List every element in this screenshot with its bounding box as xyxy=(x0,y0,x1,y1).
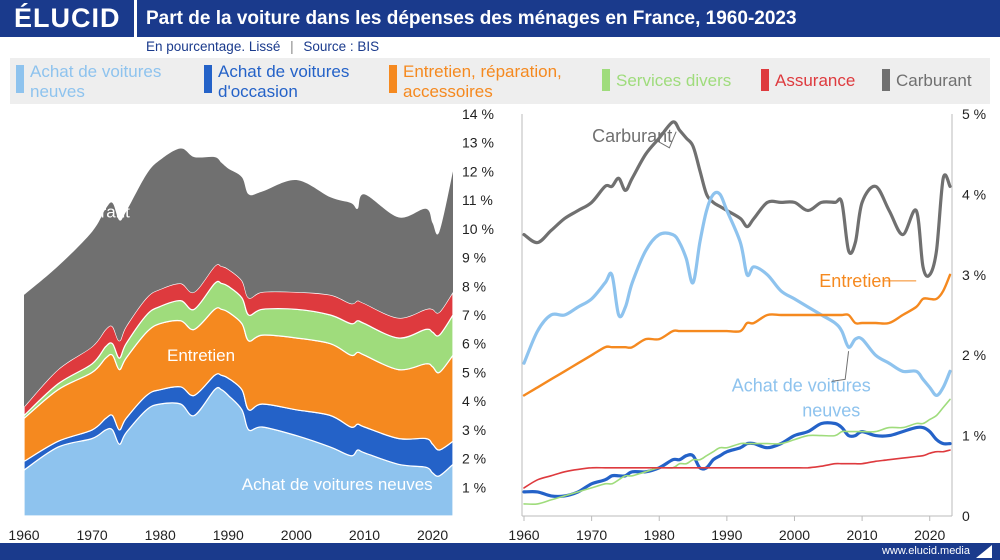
area-carburant xyxy=(24,148,453,407)
legend-item-voitures-neuves: Achat de voitures neuves xyxy=(16,62,161,102)
legend-swatch xyxy=(882,69,890,91)
subtitle-units: En pourcentage. Lissé xyxy=(146,39,281,54)
subtitle-source: Source : BIS xyxy=(303,39,380,54)
area-series-group xyxy=(23,148,454,517)
x-tick-label: 2020 xyxy=(417,527,448,543)
x-tick-label: 1980 xyxy=(145,527,176,543)
area-label: Carburant xyxy=(54,202,130,221)
y-tick-label: 1 % xyxy=(962,428,986,444)
line-chart: Carburant Entretien Achat de voitures neuve… xyxy=(508,106,986,543)
subtitle: En pourcentage. Lissé | Source : BIS xyxy=(146,39,379,54)
legend-item-services-divers: Services divers xyxy=(602,69,732,91)
logo-separator xyxy=(134,0,137,37)
x-tick-label: 1990 xyxy=(711,527,742,543)
x-tick-label: 1990 xyxy=(213,527,244,543)
line-assurance xyxy=(523,449,951,489)
y-tick-label: 8 % xyxy=(462,278,486,294)
x-tick-label: 1970 xyxy=(77,527,108,543)
y-tick-label: 0 xyxy=(962,508,970,524)
legend-label: Achat de voitures xyxy=(218,62,350,81)
leader-line xyxy=(655,131,677,149)
footer-url[interactable]: www.elucid.media xyxy=(881,545,970,557)
elucid-logo[interactable]: ÉLUCID xyxy=(0,0,132,37)
legend-label: Achat de voitures xyxy=(30,62,162,81)
subtitle-separator: | xyxy=(290,39,294,54)
legend-item-carburant: Carburant xyxy=(882,69,972,91)
legend-item-entretien: Entretien, réparation, accessoires xyxy=(389,62,562,102)
left-y-axis: 1 % 2 % 3 % 4 % 5 % 6 % 7 % 8 % 9 % 10 % 11 % 12 % 1… xyxy=(462,106,494,495)
right-y-axis: 0 1 % 2 % 3 % 4 % 5 % xyxy=(962,106,986,524)
line-achat-de-voitures-neuves xyxy=(522,190,952,397)
legend-label: Assurance xyxy=(775,71,856,90)
y-tick-label: 5 % xyxy=(462,364,486,380)
legend-label: Entretien, réparation, xyxy=(403,62,562,81)
y-tick-label: 3 % xyxy=(962,267,986,283)
stacked-area-chart: Carburant Entretien Achat de voitures neuv… xyxy=(8,106,494,543)
y-tick-label: 10 % xyxy=(462,221,494,237)
legend-label: Carburant xyxy=(896,71,972,90)
line-carburant xyxy=(522,120,952,278)
legend-item-voitures-occasion: Achat de voitures d'occasion xyxy=(204,62,349,102)
y-tick-label: 5 % xyxy=(962,106,986,122)
x-tick-label: 1960 xyxy=(508,527,539,543)
x-tick-label: 2010 xyxy=(847,527,878,543)
line-services-divers xyxy=(523,398,951,506)
line-series-group xyxy=(522,120,952,506)
x-tick-label: 2010 xyxy=(349,527,380,543)
legend-label-line2: accessoires xyxy=(403,82,493,101)
y-tick-label: 3 % xyxy=(462,422,486,438)
y-tick-label: 9 % xyxy=(462,250,486,266)
legend-label-line2: neuves xyxy=(30,82,85,101)
y-tick-label: 11 % xyxy=(462,192,493,208)
legend-swatch xyxy=(602,69,610,91)
legend: Achat de voitures neuves Achat de voitur… xyxy=(10,58,990,104)
area-label: Entretien xyxy=(167,346,235,365)
x-tick-label: 1970 xyxy=(576,527,607,543)
legend-swatch xyxy=(16,65,24,93)
line-entretien xyxy=(522,273,952,397)
line-label: Carburant xyxy=(592,126,672,146)
line-label: Achat de voitures xyxy=(732,375,871,395)
y-tick-label: 13 % xyxy=(462,135,494,151)
legend-swatch xyxy=(761,69,769,91)
line-label: Entretien xyxy=(819,271,891,291)
y-tick-label: 4 % xyxy=(962,186,986,202)
x-tick-label: 1980 xyxy=(644,527,675,543)
y-tick-label: 12 % xyxy=(462,163,494,179)
header-band xyxy=(0,0,1000,37)
x-tick-label: 1960 xyxy=(8,527,39,543)
line-annotations: Carburant Entretien Achat de voitures neuve… xyxy=(592,126,917,420)
area-label: Achat de voitures neuves xyxy=(242,475,433,494)
legend-item-assurance: Assurance xyxy=(761,69,856,91)
x-tick-label: 2000 xyxy=(281,527,312,543)
legend-label: Services divers xyxy=(616,71,732,90)
y-tick-label: 14 % xyxy=(462,106,494,122)
legend-swatch xyxy=(204,65,212,93)
y-tick-label: 1 % xyxy=(462,479,486,495)
legend-label-line2: d'occasion xyxy=(218,82,298,101)
y-tick-label: 6 % xyxy=(462,336,486,352)
x-tick-label: 2000 xyxy=(779,527,810,543)
line-achat-de-voitures-d-occasion xyxy=(522,421,952,499)
legend-swatch xyxy=(389,65,397,93)
y-tick-label: 2 % xyxy=(462,451,486,467)
area-annotations: Carburant Entretien Achat de voitures neuv… xyxy=(54,202,432,494)
left-x-axis: 1960 1970 1980 1990 2000 2010 2020 xyxy=(8,527,448,543)
line-label: neuves xyxy=(802,400,860,420)
y-tick-label: 2 % xyxy=(962,347,986,363)
right-x-axis: 1960 1970 1980 1990 2000 2010 2020 xyxy=(508,516,945,543)
page-title: Part de la voiture dans les dépenses des… xyxy=(146,8,797,29)
footer-arrow-icon xyxy=(976,545,992,558)
y-tick-label: 7 % xyxy=(462,307,486,323)
x-tick-label: 2020 xyxy=(914,527,945,543)
footer-band xyxy=(0,543,1000,560)
leader-line xyxy=(831,351,850,382)
y-tick-label: 4 % xyxy=(462,393,486,409)
